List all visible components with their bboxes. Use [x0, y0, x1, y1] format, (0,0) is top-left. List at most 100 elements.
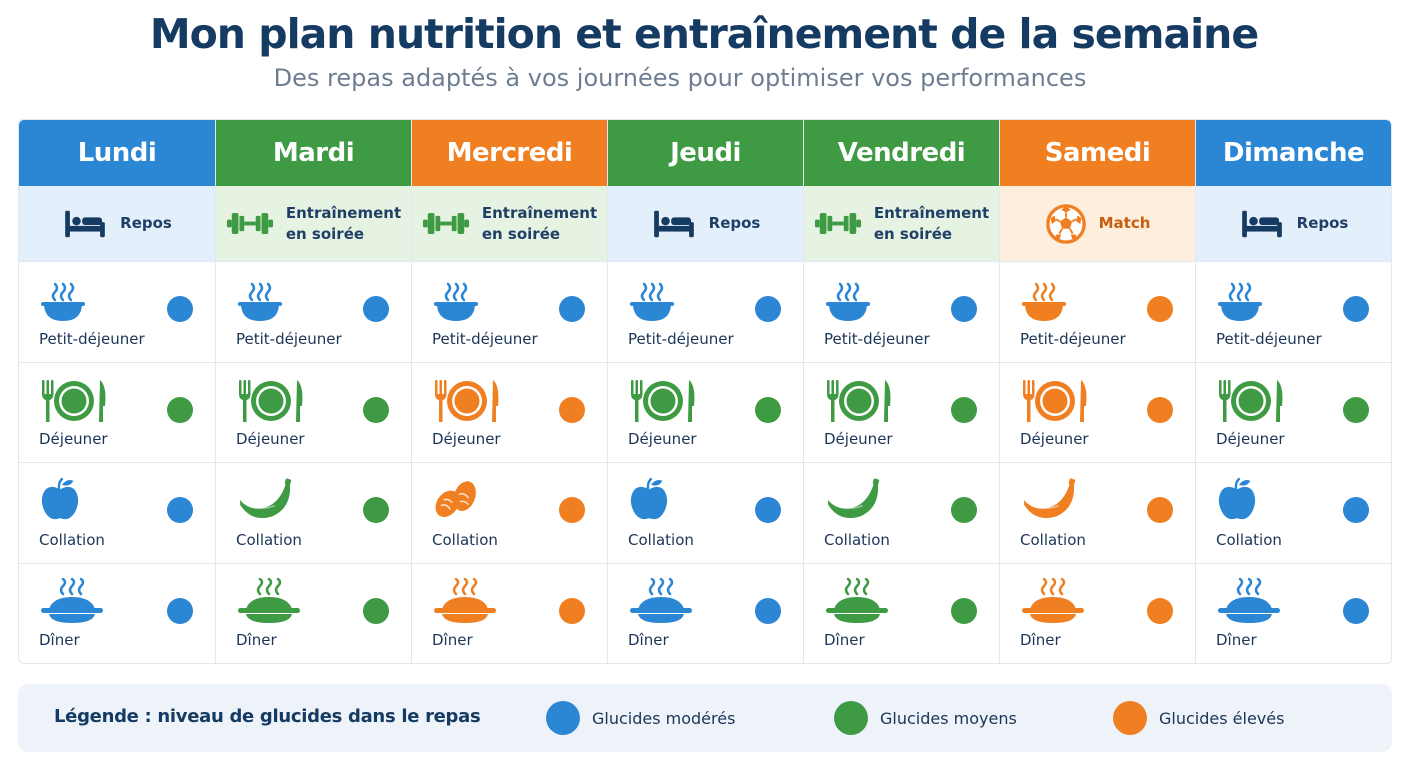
plate-icon — [1216, 377, 1283, 425]
activity-label: Repos — [1296, 214, 1349, 233]
carb-level-dot — [951, 296, 977, 322]
activity-label: Repos — [120, 214, 172, 233]
meal-cell: Petit-déjeuner — [1196, 262, 1391, 363]
carb-level-dot — [1343, 296, 1369, 322]
dumbbell-icon — [422, 209, 470, 238]
plate-icon — [628, 377, 695, 425]
activity-cell: Match — [1000, 186, 1195, 262]
meal-label: Déjeuner — [1216, 430, 1285, 448]
meal-cell: Dîner — [804, 564, 999, 664]
carb-level-dot — [1343, 497, 1369, 523]
carb-level-dot — [559, 597, 585, 624]
legend-label: Glucides modérés — [592, 708, 736, 728]
meal-cell: Dîner — [1000, 564, 1195, 664]
carb-level-dot — [559, 396, 585, 423]
plate-icon — [432, 377, 499, 425]
meal-cell: Collation — [19, 463, 215, 564]
hot-dish-icon — [824, 577, 888, 626]
carb-level-dot — [167, 296, 193, 322]
carb-level-dot — [951, 597, 977, 624]
meal-cell: Déjeuner — [216, 363, 411, 463]
carb-level-dot — [1343, 396, 1369, 423]
bowl-icon — [39, 276, 87, 324]
carb-level-dot — [1343, 597, 1369, 624]
activity-cell: Entraînement en soirée — [412, 186, 607, 262]
meal-label: Petit-déjeuner — [432, 329, 538, 348]
meal-cell: Dîner — [216, 564, 411, 664]
meal-cell: Déjeuner — [804, 363, 999, 463]
activity-cell: Repos — [1196, 186, 1391, 262]
carb-level-dot — [755, 296, 781, 322]
carb-level-dot — [167, 497, 193, 523]
activity-cell: Repos — [608, 186, 803, 262]
bowl-icon — [236, 276, 284, 324]
meal-label: Déjeuner — [1020, 430, 1089, 448]
meal-label: Dîner — [236, 631, 277, 649]
activity-label: Repos — [708, 214, 761, 233]
plate-icon — [236, 377, 303, 425]
banana-icon — [824, 477, 880, 525]
hot-dish-icon — [628, 577, 692, 626]
legend-dot — [546, 701, 580, 735]
bowl-icon — [1020, 276, 1068, 324]
banana-icon — [236, 477, 292, 525]
meal-cell: Déjeuner — [412, 363, 607, 463]
meal-label: Collation — [236, 530, 302, 549]
meal-cell: Petit-déjeuner — [1000, 262, 1195, 363]
hot-dish-icon — [1020, 577, 1084, 626]
meal-cell: Petit-déjeuner — [19, 262, 215, 363]
carb-level-dot — [951, 396, 977, 423]
carb-level-dot — [951, 497, 977, 523]
day-header: Samedi — [1000, 120, 1195, 186]
dumbbell-icon — [814, 209, 862, 238]
meal-label: Déjeuner — [824, 430, 893, 448]
meal-label: Petit-déjeuner — [1216, 329, 1322, 348]
meal-label: Petit-déjeuner — [236, 329, 342, 348]
activity-label: Entraînement en soirée — [285, 204, 402, 243]
meal-cell: Collation — [216, 463, 411, 564]
legend-item-medium: Glucides moyens — [834, 701, 1017, 735]
soccer-ball-icon — [1045, 203, 1087, 245]
bed-icon — [651, 207, 697, 241]
day-column-2: Mercredi Entraînement en soirée Petit-déje… — [411, 120, 607, 663]
legend-dot — [834, 701, 868, 735]
meal-label: Déjeuner — [236, 430, 305, 448]
meal-label: Petit-déjeuner — [39, 329, 145, 348]
activity-label: Entraînement en soirée — [481, 204, 598, 243]
legend-label: Glucides élevés — [1159, 708, 1285, 728]
meal-label: Déjeuner — [432, 430, 501, 448]
carb-level-dot — [1147, 597, 1173, 624]
meal-label: Dîner — [1020, 631, 1061, 649]
meal-cell: Petit-déjeuner — [412, 262, 607, 363]
hot-dish-icon — [236, 577, 300, 626]
page-title: Mon plan nutrition et entraînement de la… — [149, 10, 1259, 58]
day-header: Dimanche — [1196, 120, 1391, 186]
day-header: Mardi — [216, 120, 411, 186]
plate-icon — [824, 377, 891, 425]
apple-icon — [39, 477, 87, 525]
meal-label: Collation — [628, 530, 694, 549]
hot-dish-icon — [39, 577, 103, 626]
bowl-icon — [824, 276, 872, 324]
carb-level-dot — [559, 497, 585, 523]
meal-cell: Collation — [412, 463, 607, 564]
carb-level-dot — [755, 497, 781, 523]
page-subtitle: Des repas adaptés à vos journées pour op… — [273, 64, 1087, 92]
legend-item-moderate: Glucides modérés — [546, 701, 735, 735]
legend-item-high: Glucides élevés — [1113, 701, 1284, 735]
meal-label: Collation — [432, 530, 498, 549]
apple-icon — [628, 477, 676, 525]
meal-label: Déjeuner — [628, 430, 697, 448]
legend-dot — [1113, 701, 1147, 735]
day-header: Jeudi — [608, 120, 803, 186]
meal-label: Petit-déjeuner — [824, 329, 930, 348]
meal-cell: Collation — [608, 463, 803, 564]
weekly-plan-grid: Lundi Repos Petit-déjeuner Déjeuner Collatio… — [18, 119, 1392, 664]
carb-level-dot — [1147, 296, 1173, 322]
carb-level-dot — [363, 497, 389, 523]
meal-label: Collation — [39, 530, 105, 549]
meal-label: Dîner — [39, 631, 80, 649]
meal-label: Petit-déjeuner — [628, 329, 734, 348]
day-column-5: Samedi Match Petit-déjeuner Déjeuner Collati… — [999, 120, 1195, 663]
meal-cell: Dîner — [608, 564, 803, 664]
